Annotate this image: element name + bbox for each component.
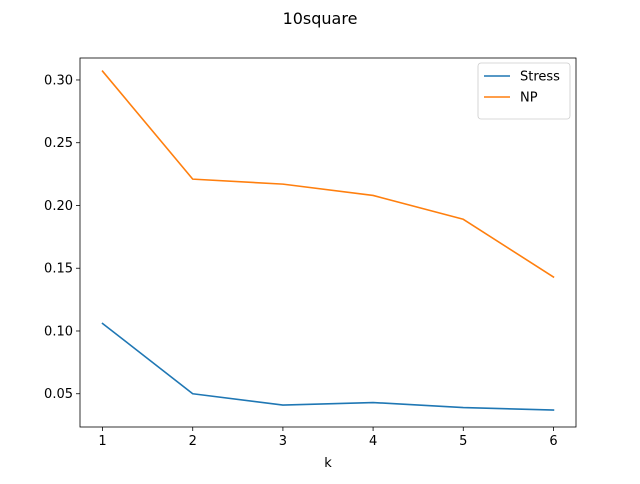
axes-layer: 1 2 3 4 5 6 0.05 0.10 0.15 0.20 0.25 0.30: [44, 73, 558, 449]
y-tick-label: 0.05: [44, 387, 73, 402]
y-tick-label: 0.15: [44, 262, 73, 277]
legend-label: Stress: [520, 70, 560, 85]
x-tick-label: 1: [98, 434, 106, 449]
legend-label: NP: [520, 91, 538, 106]
x-tick-label: 4: [369, 434, 377, 449]
x-tick-label: 3: [279, 434, 287, 449]
chart-title: 10square: [283, 9, 358, 28]
x-tick-label: 2: [189, 434, 197, 449]
y-tick-label: 0.10: [44, 324, 73, 339]
series-layer: [101, 70, 555, 411]
y-tick-label: 0.30: [44, 73, 73, 88]
plot-area: [80, 58, 576, 427]
legend-box: [477, 62, 571, 120]
x-tick-label: 5: [459, 434, 467, 449]
x-tick-label: 6: [549, 434, 557, 449]
y-tick-label: 0.20: [44, 199, 73, 214]
plot-frame: [79, 57, 577, 428]
series-line-np: [101, 70, 555, 279]
legend: Stress NP: [477, 62, 571, 120]
series-line-stress: [101, 322, 555, 411]
y-tick-label: 0.25: [44, 136, 73, 151]
x-axis-label: k: [324, 456, 332, 471]
